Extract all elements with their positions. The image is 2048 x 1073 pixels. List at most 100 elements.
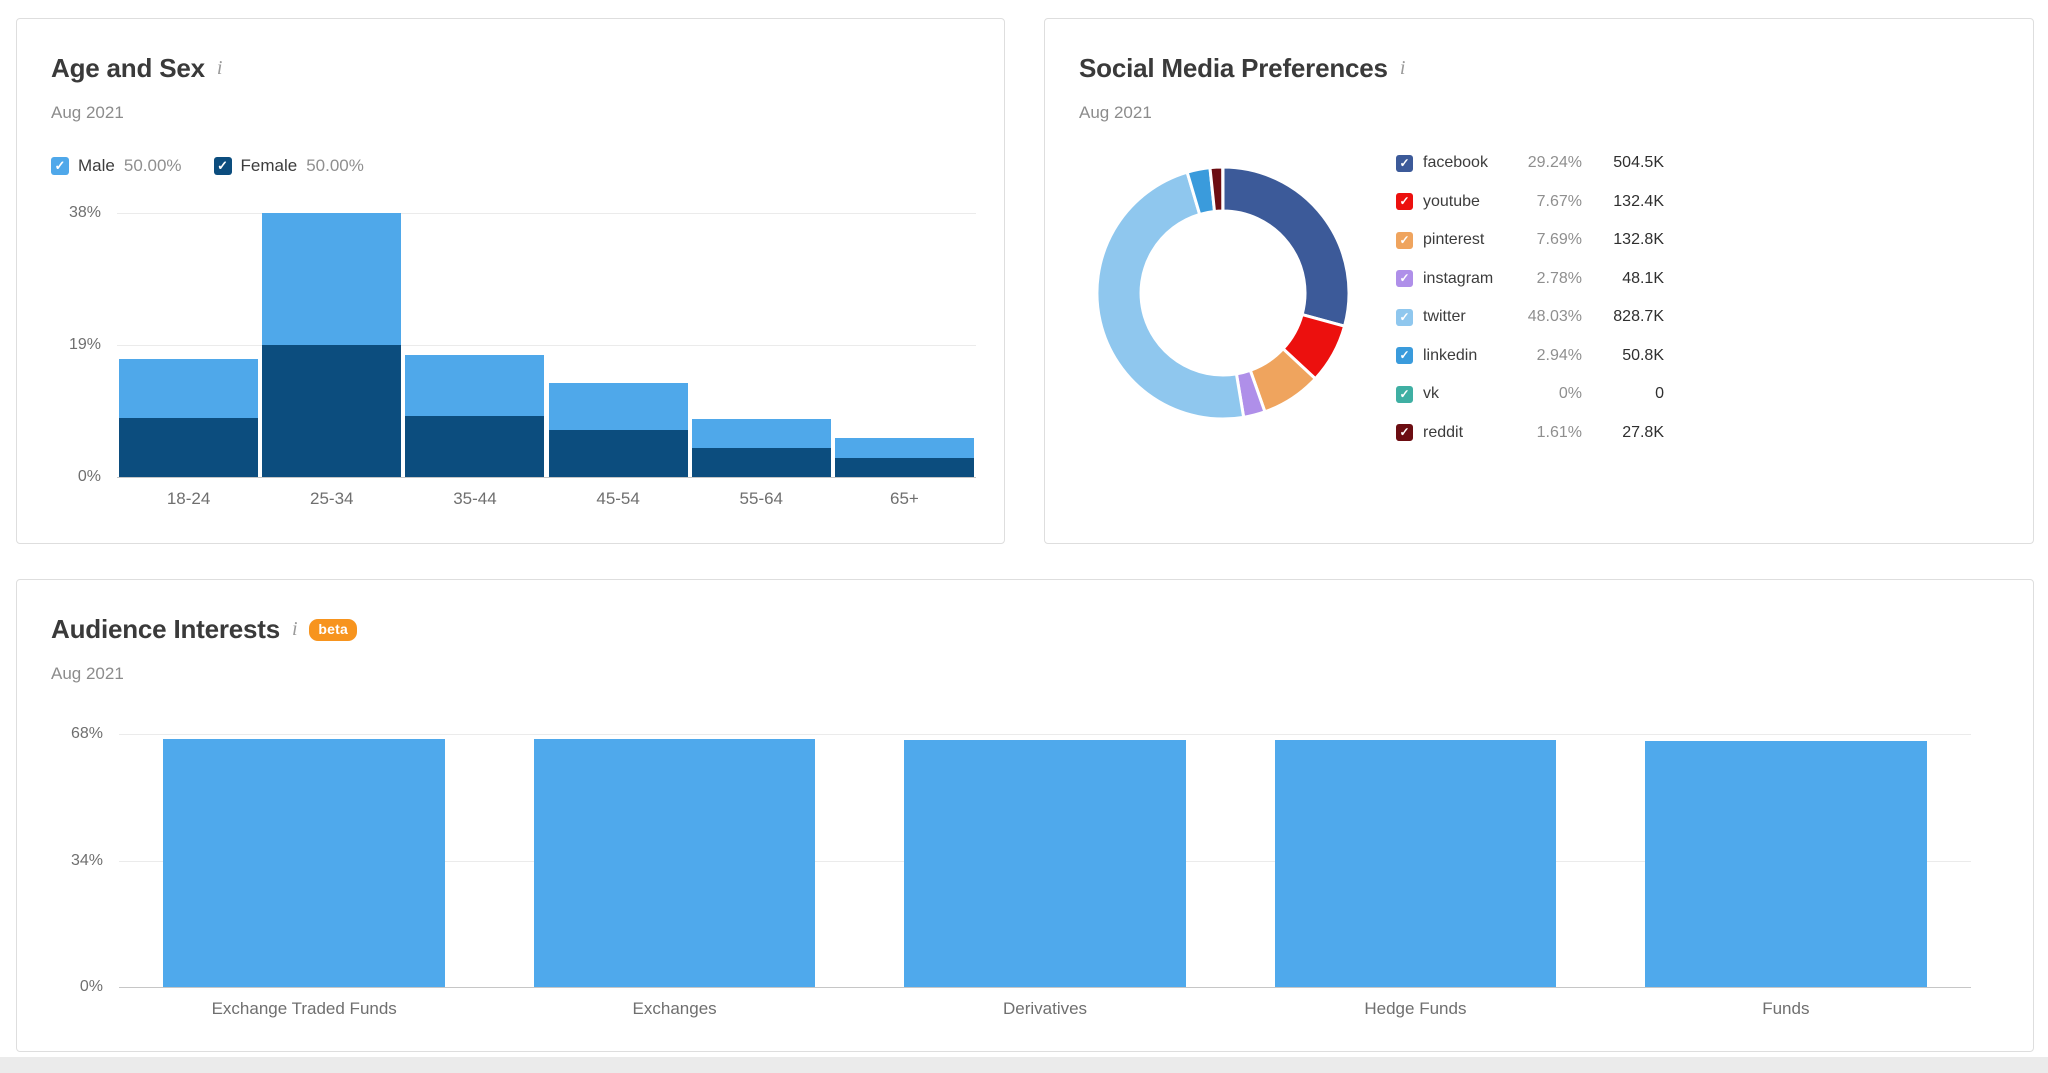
legend-label: Female — [240, 156, 298, 175]
info-icon[interactable]: i — [216, 57, 223, 79]
x-axis-label: 55-64 — [739, 489, 784, 508]
gridline — [117, 345, 976, 346]
bar-segment-male — [405, 354, 545, 416]
x-axis-label: 18-24 — [166, 489, 211, 508]
legend-label: pinterest — [1423, 231, 1485, 249]
legend-item-male: ✓ Male 50.00% — [51, 156, 182, 176]
gridline — [117, 213, 976, 214]
legend-row-reddit: ✓ reddit 1.61% 27.8K — [1396, 414, 1664, 453]
bar-group-exchange-traded-funds — [119, 734, 489, 987]
legend-percent: 2.78% — [1536, 269, 1582, 287]
bar-group-25-34 — [260, 213, 403, 477]
bar-segment — [904, 740, 1186, 987]
legend-item-female: ✓ Female 50.00% — [213, 156, 364, 176]
legend-label: Male — [78, 156, 115, 175]
audience-interests-panel: Audience Interests i beta Aug 2021 68% 34… — [16, 579, 2034, 1052]
legend-label: vk — [1423, 385, 1439, 403]
y-axis-tick: 19% — [68, 336, 101, 353]
x-axis-label: 45-54 — [596, 489, 640, 508]
male-checkbox[interactable]: ✓ — [51, 157, 69, 175]
info-icon[interactable]: i — [292, 618, 298, 640]
female-checkbox[interactable]: ✓ — [213, 157, 232, 175]
legend-label: instagram — [1423, 269, 1494, 287]
audience-interests-chart: 68% 34% 0% Exchange Traded Funds Exchanges De… — [71, 725, 1971, 1018]
bar-group-65- — [833, 213, 976, 477]
reddit-checkbox[interactable]: ✓ — [1396, 424, 1413, 442]
legend-percent: 1.61% — [1536, 423, 1582, 441]
vk-checkbox[interactable]: ✓ — [1396, 385, 1413, 403]
bar-segment — [1645, 741, 1927, 987]
legend-percent: 29.24% — [1527, 154, 1582, 172]
panel-title-text: Social Media Preferences — [1079, 53, 1388, 83]
legend-percent: 2.94% — [1536, 346, 1582, 364]
legend-row-vk: ✓ vk 0% 0 — [1396, 375, 1664, 414]
social-donut-chart — [1093, 163, 1353, 423]
bar-segment-male — [119, 358, 259, 418]
age-sex-chart: 38% 19% 0% 18-24 25-34 35-44 45-54 55-64 65+ — [69, 204, 976, 508]
bar-group-funds — [1601, 734, 1971, 987]
y-axis-tick: 38% — [68, 204, 101, 221]
x-axis-label: 35-44 — [453, 489, 497, 508]
x-axis-label: Exchange Traded Funds — [211, 999, 397, 1018]
bar — [405, 213, 545, 477]
bar — [163, 734, 445, 987]
social-media-panel: Social Media Preferences i Aug 2021 ✓ fac… — [1044, 18, 2034, 544]
bar — [1645, 734, 1927, 987]
bar — [691, 213, 831, 477]
donut-slice-reddit — [1208, 165, 1225, 214]
x-axis-label: Hedge Funds — [1364, 999, 1467, 1018]
bar-group-derivatives — [860, 734, 1230, 987]
bar — [548, 213, 688, 477]
x-axis-labels: Exchange Traded Funds Exchanges Derivative… — [119, 999, 1971, 1019]
legend-row-linkedin: ✓ linkedin 2.94% 50.8K — [1396, 337, 1664, 376]
legend-row-instagram: ✓ instagram 2.78% 48.1K — [1396, 260, 1664, 299]
period-label: Aug 2021 — [1079, 103, 1152, 122]
bar-segment-male — [835, 438, 974, 458]
social-media-legend: ✓ facebook 29.24% 504.5K ✓ youtube 7.67% 132.4K… — [1396, 144, 1664, 452]
linkedin-checkbox[interactable]: ✓ — [1396, 347, 1413, 365]
legend-label: twitter — [1423, 308, 1466, 326]
legend-count: 48.1K — [1622, 269, 1664, 287]
bar-segment-male — [548, 383, 688, 431]
legend-value: 50.00% — [123, 156, 182, 175]
social-media-panel-title: Social Media Preferences i — [1079, 53, 1405, 84]
x-axis-label: Exchanges — [632, 999, 717, 1018]
y-axis-tick: 34% — [70, 851, 103, 869]
legend-value: 50.00% — [306, 156, 364, 175]
info-icon[interactable]: i — [1399, 57, 1406, 79]
legend-count: 828.7K — [1613, 308, 1664, 326]
panel-title-text: Audience Interests — [51, 614, 281, 644]
instagram-checkbox[interactable]: ✓ — [1396, 270, 1413, 288]
twitter-checkbox[interactable]: ✓ — [1396, 308, 1413, 326]
plot-area — [117, 213, 976, 477]
bar-segment-male — [691, 419, 831, 449]
bar-group-18-24 — [117, 213, 260, 477]
gridline — [117, 477, 976, 478]
donut-svg — [1095, 165, 1351, 421]
beta-badge: beta — [309, 618, 357, 641]
gridline — [119, 734, 1971, 735]
bar-segment-female — [548, 430, 688, 477]
bar-group-35-44 — [403, 213, 546, 477]
pinterest-checkbox[interactable]: ✓ — [1396, 231, 1413, 249]
bar-segment-female — [405, 415, 545, 477]
legend-count: 27.8K — [1622, 423, 1664, 441]
y-axis-tick: 0% — [77, 468, 101, 485]
panel-title-text: Age and Sex — [51, 53, 205, 83]
age-sex-panel: Age and Sex i Aug 2021 ✓ Male 50.00% ✓ Femal… — [16, 18, 1005, 544]
legend-percent: 48.03% — [1527, 308, 1582, 326]
bar — [835, 213, 974, 477]
facebook-checkbox[interactable]: ✓ — [1396, 154, 1413, 172]
legend-count: 504.5K — [1613, 154, 1664, 172]
bar-segment-female — [691, 448, 831, 477]
bar — [119, 213, 259, 477]
age-sex-panel-title: Age and Sex i — [51, 53, 222, 84]
legend-percent: 0% — [1558, 385, 1582, 403]
legend-count: 0 — [1655, 385, 1664, 403]
legend-percent: 7.67% — [1536, 192, 1582, 210]
legend-row-youtube: ✓ youtube 7.67% 132.4K — [1396, 183, 1664, 222]
period-label: Aug 2021 — [51, 103, 124, 122]
youtube-checkbox[interactable]: ✓ — [1396, 193, 1413, 211]
gridline — [119, 987, 1971, 988]
legend-row-twitter: ✓ twitter 48.03% 828.7K — [1396, 298, 1664, 337]
